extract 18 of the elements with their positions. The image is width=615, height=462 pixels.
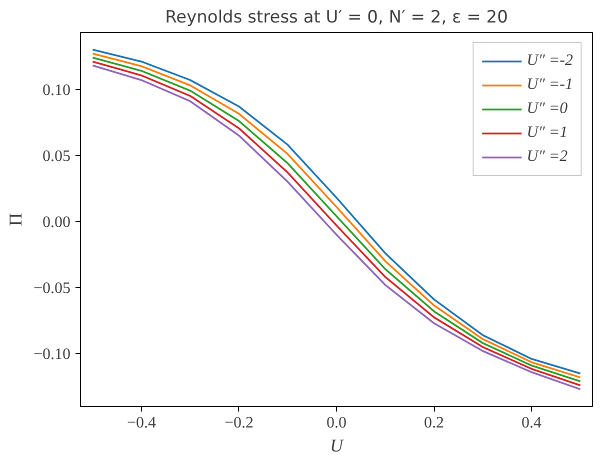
x-tick-label: −0.4	[126, 414, 156, 432]
x-tick-label: 0.2	[424, 414, 444, 432]
y-tick-label: −0.10	[33, 346, 71, 364]
y-axis-title: Π	[5, 213, 26, 226]
y-tick-label: −0.05	[33, 280, 71, 298]
chart-title: Reynolds stress at U′ = 0, N′ = 2, ε = 20	[165, 8, 508, 28]
legend-label: U″ =0	[526, 100, 568, 118]
legend-label: U″ =1	[526, 124, 568, 142]
legend-label: U″ =2	[526, 148, 568, 166]
legend-label: U″ =-1	[526, 76, 573, 94]
y-tick-label: 0.10	[42, 82, 70, 99]
y-tick-label: 0.00	[42, 214, 70, 231]
x-axis-title: U	[330, 436, 344, 456]
x-tick-label: 0.4	[522, 414, 542, 432]
x-tick-label: 0.0	[326, 414, 346, 432]
y-tick-label: 0.05	[42, 148, 70, 165]
x-tick-label: −0.2	[224, 414, 254, 432]
legend-label: U″ =-2	[526, 52, 573, 70]
